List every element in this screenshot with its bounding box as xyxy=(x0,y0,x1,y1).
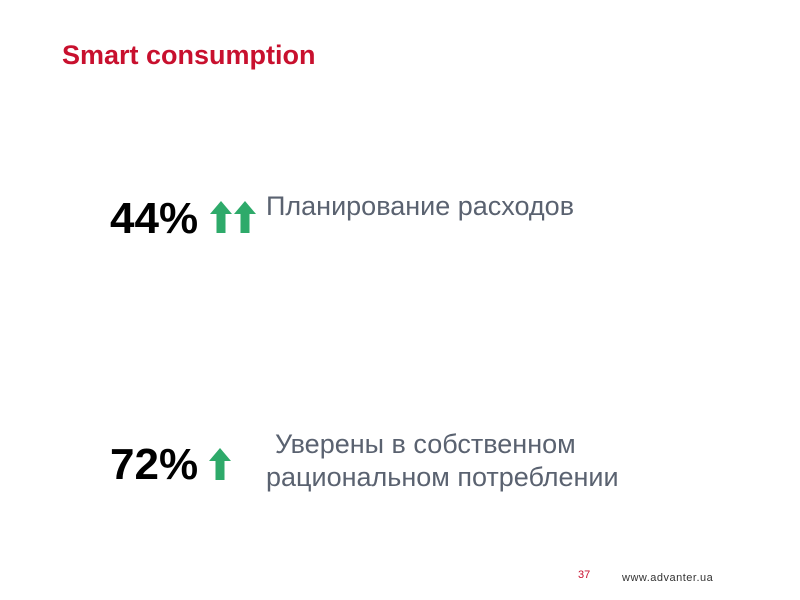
page-number: 37 xyxy=(578,569,591,581)
slide-title: Smart consumption xyxy=(62,40,316,70)
stat-value-rational: 72% xyxy=(110,440,199,489)
up-arrow-icon xyxy=(210,201,232,233)
stat-label-rational-line2: рациональном потреблении xyxy=(266,462,619,492)
stat-label-rational-line1: Уверены в собственном xyxy=(275,429,576,459)
stat-label-planning: Планирование расходов xyxy=(266,191,575,221)
up-arrow-icon xyxy=(209,448,231,480)
stat-value-planning: 44% xyxy=(110,194,199,243)
up-arrow-icon xyxy=(234,201,256,233)
double-up-arrow-icon xyxy=(210,201,256,233)
up-arrow-group xyxy=(209,448,231,480)
website-url[interactable]: www.advanter.ua xyxy=(622,572,714,584)
